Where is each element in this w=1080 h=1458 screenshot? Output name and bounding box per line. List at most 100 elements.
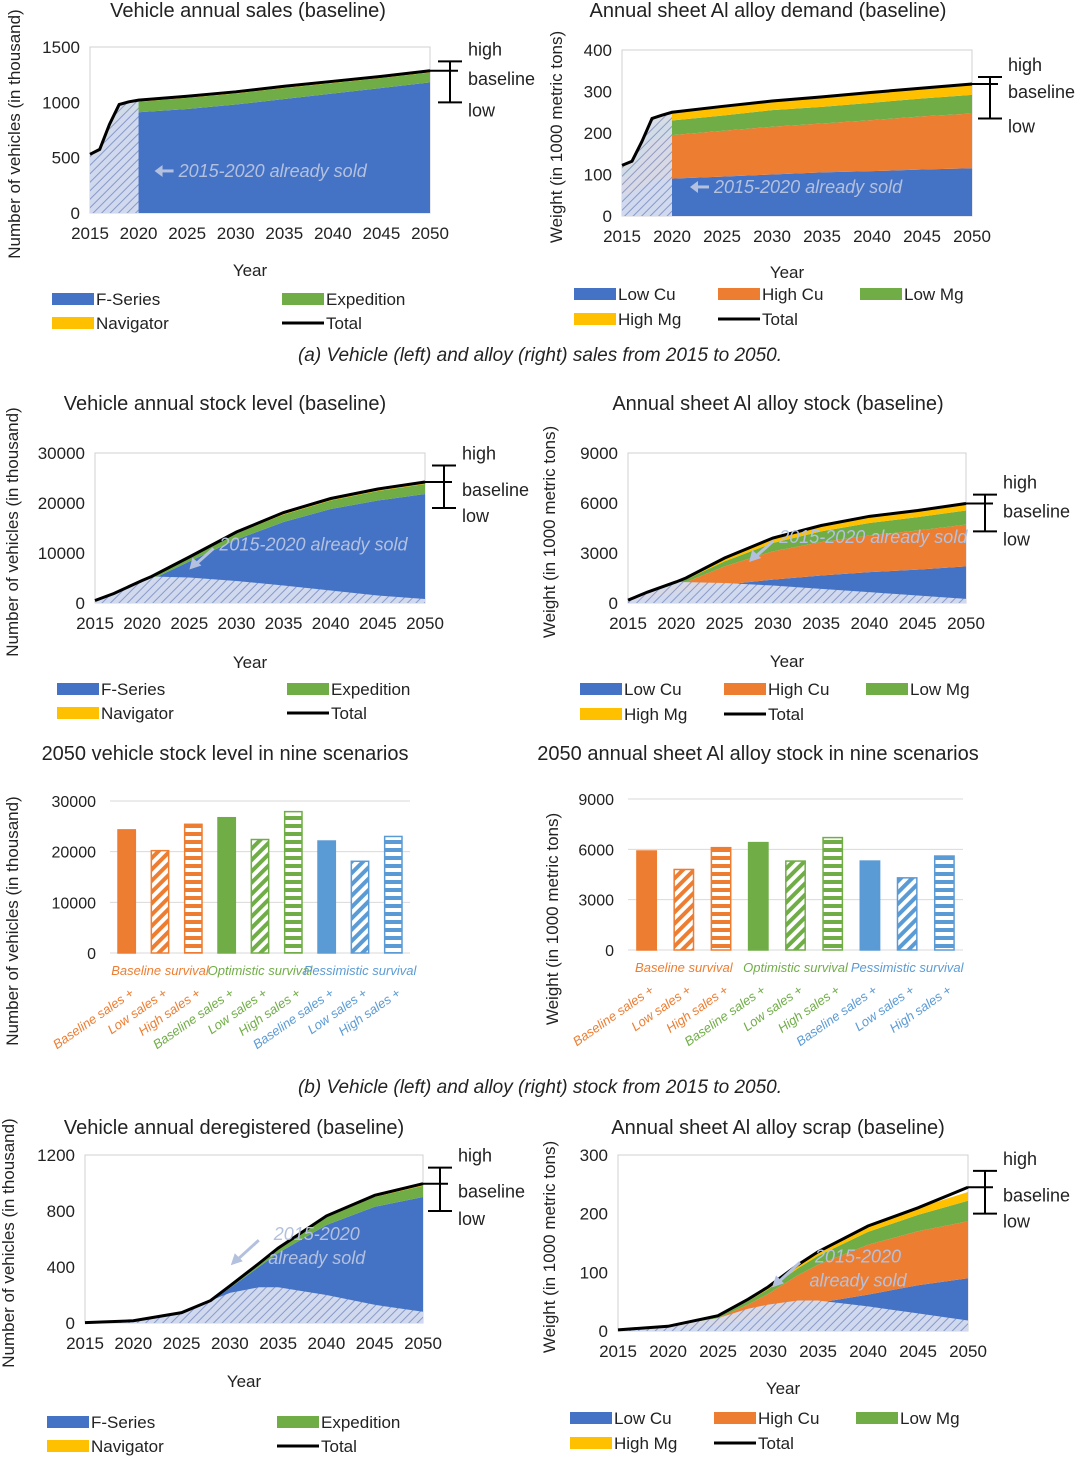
legend-label: High Mg (614, 1434, 677, 1453)
y-tick-label: 0 (66, 1314, 75, 1333)
legend-label: High Cu (762, 285, 823, 304)
x-tick-label: 2035 (799, 1342, 837, 1361)
range-indicator: high baseline low (968, 1149, 1070, 1232)
y-tick-label: 500 (52, 149, 80, 168)
already-sold-area (95, 576, 425, 603)
x-tick-label: 2020 (123, 614, 161, 633)
annotation-already-sold: 2015-2020 already sold (189, 535, 409, 570)
legend-swatch (57, 683, 99, 695)
range-indicator: high baseline low (972, 55, 1075, 136)
bar (350, 860, 370, 954)
area-high-mg (622, 84, 972, 171)
y-tick-label: 6000 (578, 842, 614, 859)
annotation-already-sold: 2015-2020 already sold (154, 161, 368, 181)
y-tick-label: 400 (584, 41, 612, 60)
y-tick-label: 0 (71, 204, 80, 223)
x-tick-label: 2040 (308, 1334, 346, 1353)
range-baseline-label: baseline (468, 69, 535, 89)
x-tick-label: 2020 (657, 614, 695, 633)
chart-scrap_alloy: Annual sheet Al alloy scrap (baseline) 20… (540, 1117, 1070, 1453)
legend-label: Total (768, 705, 804, 724)
chart-title: Vehicle annual sales (baseline) (110, 0, 386, 22)
range-baseline-label: baseline (1003, 502, 1070, 522)
x-tick-label: 2050 (411, 224, 449, 243)
x-tick-label: 2035 (265, 224, 303, 243)
x-tick-label: 2040 (314, 224, 352, 243)
x-axis-label: Year (766, 1379, 801, 1398)
x-tick-label: 2045 (903, 227, 941, 246)
y-tick-label: 6000 (580, 494, 618, 513)
bar (933, 855, 955, 951)
area-low-mg (622, 94, 972, 179)
annotation-text: already sold (809, 1270, 907, 1290)
legend-label: Low Cu (614, 1409, 672, 1428)
area-f-series (95, 494, 425, 603)
legend-label: Low Mg (910, 680, 970, 699)
legend-label: Low Mg (900, 1409, 960, 1428)
x-tick-label: 2040 (849, 1342, 887, 1361)
legend-swatch (718, 288, 760, 300)
range-low-label: low (1008, 116, 1036, 136)
legend-label: Low Mg (904, 285, 964, 304)
legend-label: Total (321, 1437, 357, 1456)
legend-label: Low Cu (618, 285, 676, 304)
already-sold-area (622, 112, 672, 216)
range-high-label: high (462, 444, 496, 464)
legend-label: Expedition (331, 680, 410, 699)
bar (822, 836, 844, 951)
y-tick-label: 30000 (38, 444, 85, 463)
chart-sales_vehicle: Vehicle annual sales (baseline) 2015 2020 2… (5, 0, 535, 333)
total-line (94, 480, 426, 602)
area-low-cu (622, 168, 972, 216)
chart-sales_alloy: Annual sheet Al alloy demand (baseline) 2… (547, 0, 1075, 329)
chart-title: Annual sheet Al alloy demand (baseline) (590, 0, 947, 22)
legend: Low Cu High Cu Low Mg High Mg Total (574, 285, 964, 329)
already-sold-area (618, 1300, 968, 1331)
x-tick-label: 2020 (653, 227, 691, 246)
x-tick-label: 2015 (599, 1342, 637, 1361)
annotation-text: 2015-2020 already sold (713, 177, 903, 197)
x-tick-label: 2050 (949, 1342, 987, 1361)
y-tick-label: 3000 (580, 544, 618, 563)
range-low-label: low (1003, 1212, 1031, 1232)
x-tick-label: 2030 (211, 1334, 249, 1353)
x-tick-label: 2030 (753, 227, 791, 246)
x-tick-label: 2015 (609, 614, 647, 633)
area-f-series (85, 1197, 423, 1323)
x-axis-label: Year (233, 653, 268, 672)
legend-label: Navigator (96, 314, 169, 333)
total-line (84, 1182, 424, 1325)
total-line (89, 69, 431, 156)
chart-title: 2050 vehicle stock level in nine scenari… (42, 743, 409, 765)
x-tick-label: 2015 (71, 224, 109, 243)
x-tick-label: 2045 (359, 614, 397, 633)
y-tick-label: 200 (584, 124, 612, 143)
area-high-mg (618, 1191, 968, 1330)
y-axis-label: Number of vehicles (in thousand) (3, 796, 22, 1045)
range-indicator: high baseline low (425, 444, 529, 526)
range-high-label: high (1003, 473, 1037, 493)
group-label: Optimistic survival (208, 963, 314, 978)
area-low-mg (618, 1200, 968, 1330)
x-tick-label: 2025 (699, 1342, 737, 1361)
x-tick-label: 2020 (649, 1342, 687, 1361)
x-tick-label: 2035 (803, 227, 841, 246)
y-tick-label: 100 (580, 1263, 608, 1282)
bar (747, 841, 769, 951)
y-tick-label: 1000 (42, 93, 80, 112)
annotation-arrowhead (230, 1253, 243, 1266)
x-tick-label: 2050 (404, 1334, 442, 1353)
bar (710, 846, 732, 951)
annotation-arrow (194, 547, 215, 566)
annotation-text: 2015-2020 (273, 1224, 360, 1244)
legend: F-Series Expedition Navigator Total (57, 680, 410, 723)
legend-label: High Mg (618, 310, 681, 329)
annotation-already-sold: 2015-2020 already sold (772, 1246, 908, 1290)
x-tick-label: 2015 (76, 614, 114, 633)
range-baseline-label: baseline (1008, 82, 1075, 102)
legend: Low Cu High Cu Low Mg High Mg Total (570, 1409, 960, 1453)
legend-swatch (866, 683, 908, 695)
annotation-arrowhead (772, 1275, 784, 1288)
x-tick-label: 2025 (168, 224, 206, 243)
legend-swatch (574, 288, 616, 300)
